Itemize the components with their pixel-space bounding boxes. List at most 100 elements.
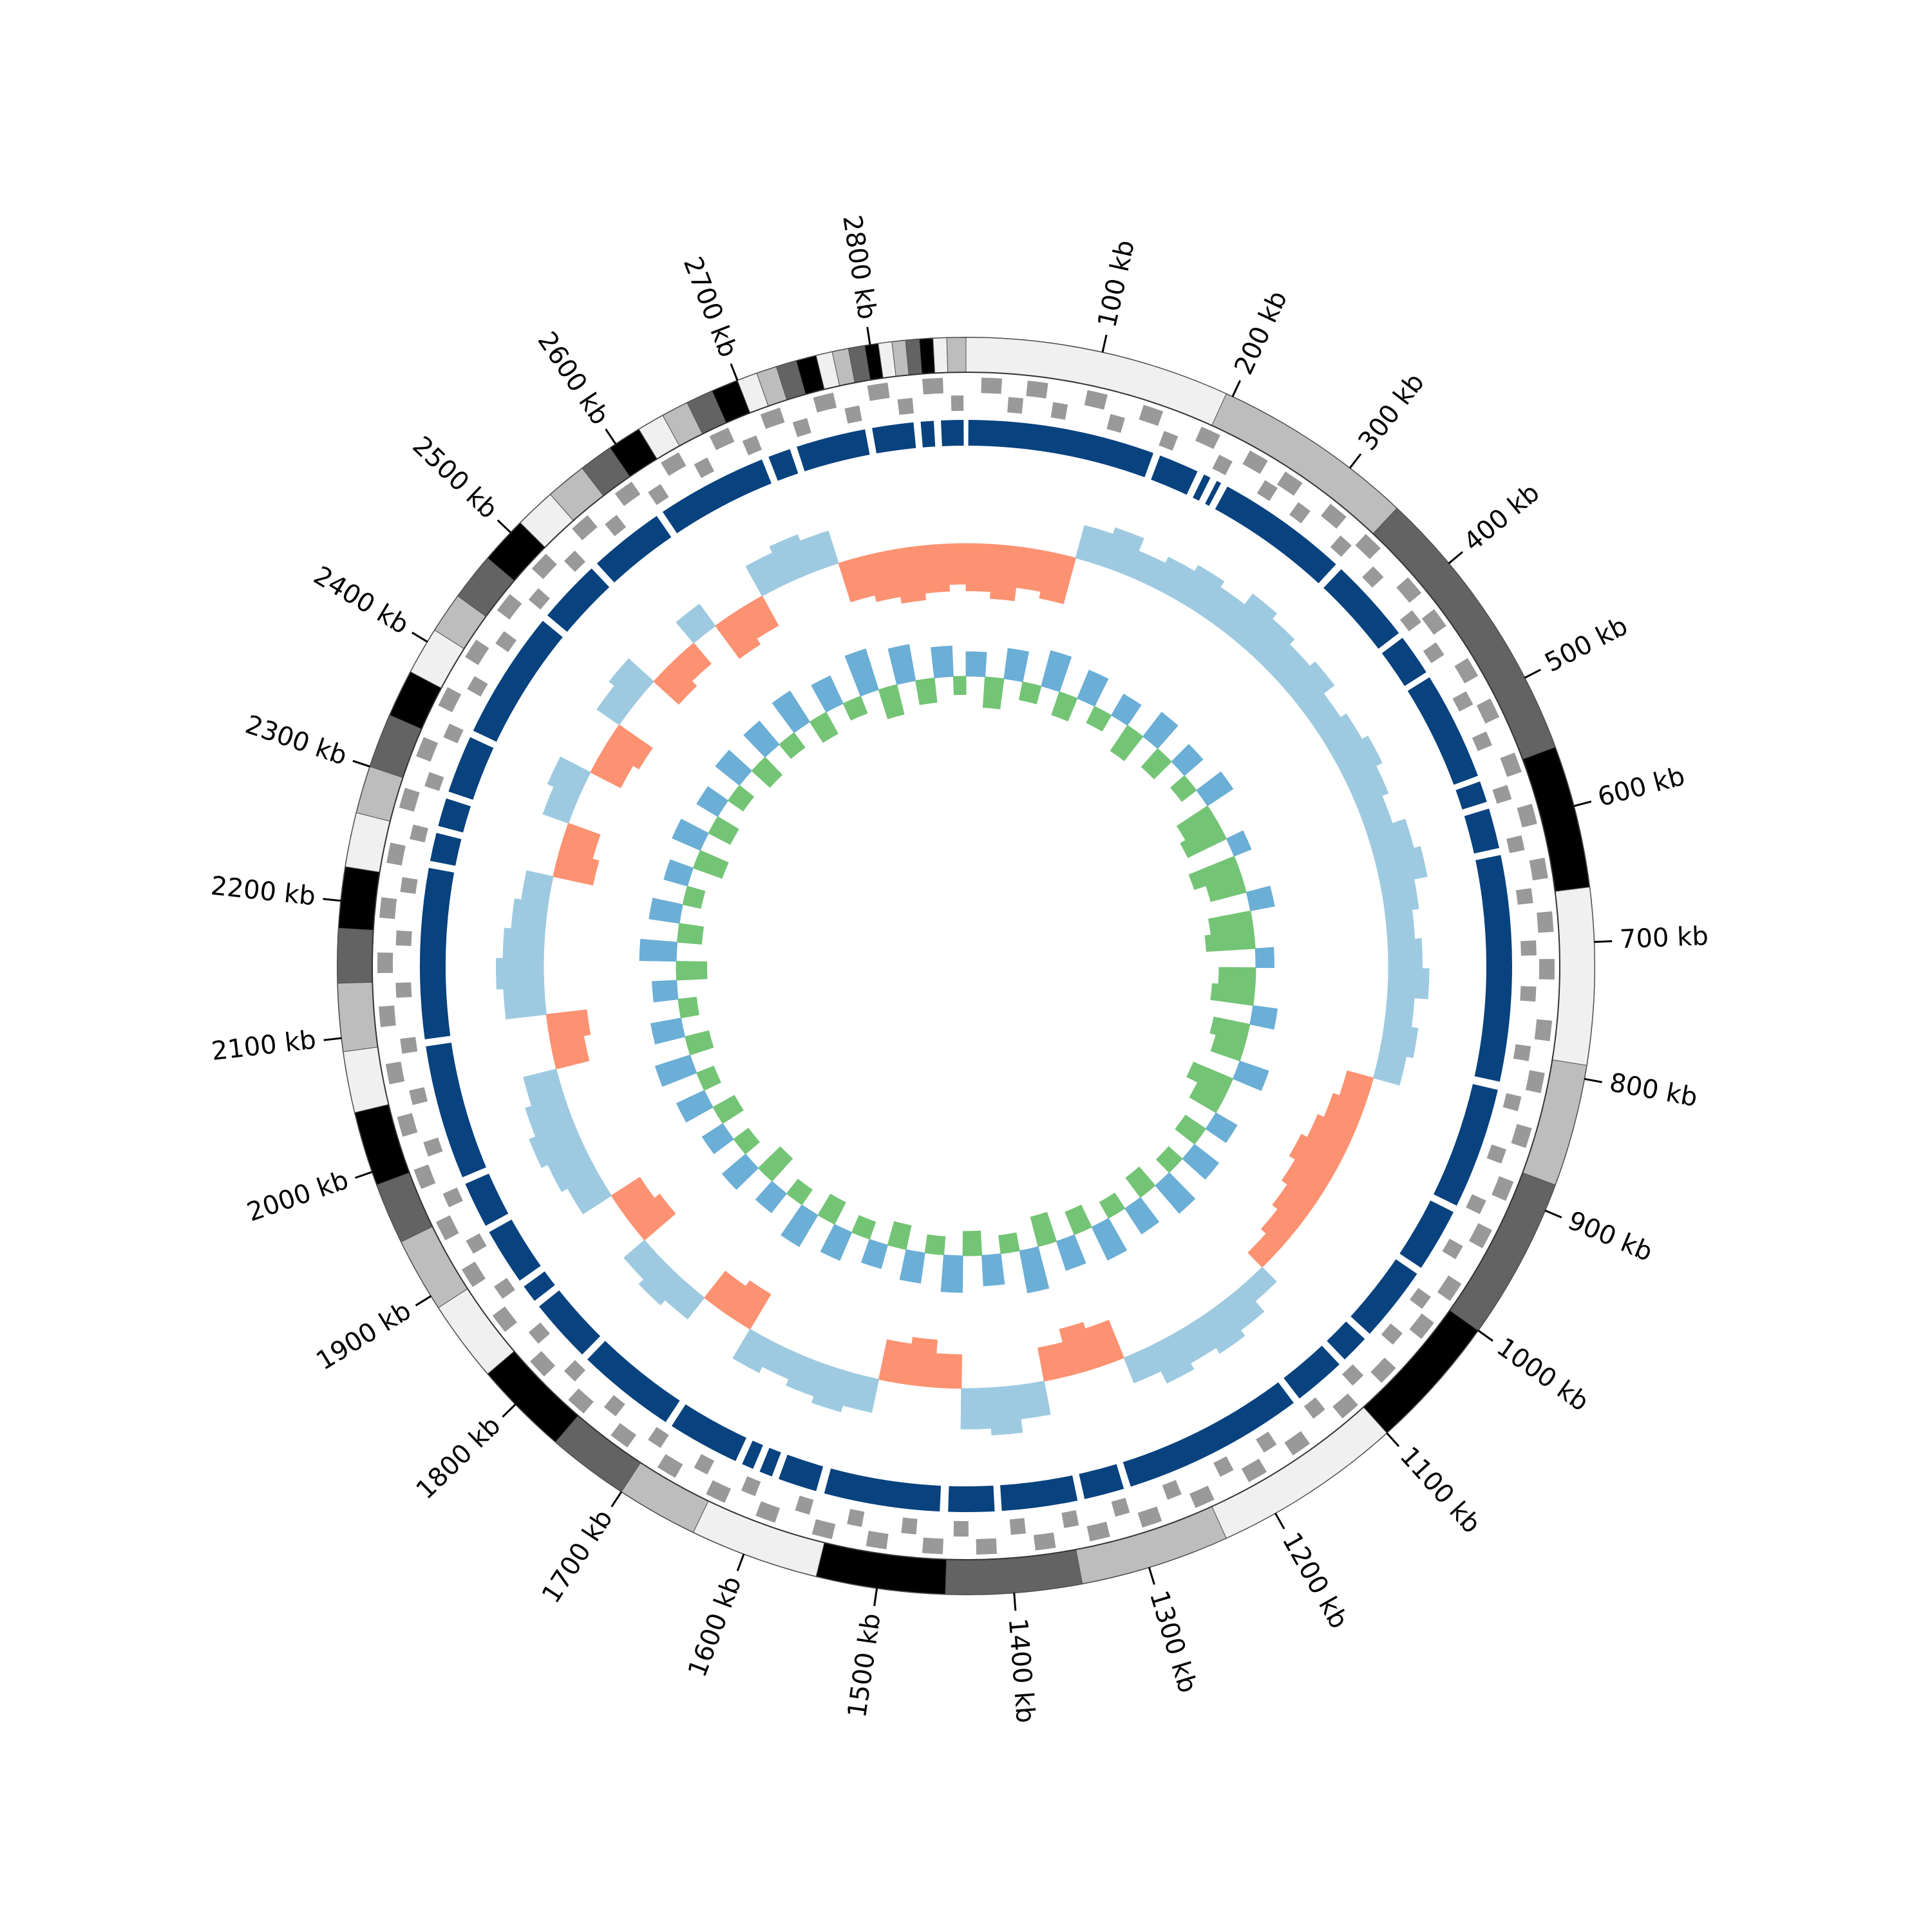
gene xyxy=(1009,1518,1026,1535)
gene xyxy=(1539,958,1555,980)
gc-content-bar xyxy=(887,1221,912,1250)
gene xyxy=(1289,502,1311,524)
gene xyxy=(1370,1357,1396,1383)
tick-label: 2700 kb xyxy=(677,253,743,362)
gc-content-bar xyxy=(1180,821,1227,858)
gene xyxy=(1409,1313,1434,1340)
gc-content-bar xyxy=(1110,724,1144,761)
gene xyxy=(614,481,641,506)
gc-content-bar xyxy=(654,1054,697,1087)
gc-content-bar xyxy=(1249,1005,1278,1030)
gene xyxy=(953,1520,969,1537)
gene xyxy=(1517,804,1537,828)
alignment-block xyxy=(596,516,672,583)
gene xyxy=(1195,426,1220,450)
gc-skew-bar xyxy=(603,724,653,770)
tick-mark xyxy=(730,363,739,381)
gc-skew-bar xyxy=(737,595,779,639)
gc-content-bar xyxy=(1210,1034,1246,1062)
gc-skew-bar xyxy=(1037,1341,1072,1382)
gc-skew-bar xyxy=(672,642,712,682)
gc-skew-bar xyxy=(1387,968,1430,999)
tick-mark xyxy=(323,1037,342,1041)
gc-content-bar xyxy=(915,677,938,705)
tick-mark xyxy=(323,898,341,902)
tick-label: 1600 kb xyxy=(683,1573,748,1681)
gene xyxy=(1341,1364,1364,1386)
gc-skew-bar xyxy=(905,1337,938,1388)
gc-content-bar xyxy=(1065,1204,1092,1236)
gene xyxy=(1050,402,1068,420)
gc-skew-bar xyxy=(704,1271,746,1315)
gc-skew-bar xyxy=(1016,1381,1051,1419)
gene xyxy=(706,1480,732,1503)
alignment-block xyxy=(1000,1475,1078,1511)
gc-content-bar xyxy=(1186,1061,1234,1097)
gene xyxy=(1256,480,1278,502)
gene xyxy=(792,418,811,437)
gc-content-bar xyxy=(1051,691,1078,722)
gc-content-bar xyxy=(692,849,729,879)
gene xyxy=(416,737,439,762)
tick-label: 1000 kb xyxy=(1492,1332,1595,1417)
gc-content-bar xyxy=(696,1065,721,1091)
tick-mark xyxy=(352,759,370,768)
gene xyxy=(1106,413,1125,433)
alignment-block xyxy=(797,429,870,471)
alignment-block xyxy=(587,1341,680,1423)
gc-content-bar xyxy=(851,1215,876,1240)
gene xyxy=(795,1495,814,1515)
gc-content-bar xyxy=(1142,712,1179,750)
gc-content-bar xyxy=(1124,1197,1160,1235)
gene xyxy=(657,1454,683,1478)
gc-content-bar xyxy=(1205,1112,1238,1143)
alignment-block xyxy=(759,1448,781,1477)
gene xyxy=(1303,1397,1325,1419)
gene xyxy=(1525,1070,1545,1094)
gc-content-bar xyxy=(820,1224,853,1261)
alignment-block xyxy=(1151,455,1198,495)
gene xyxy=(494,1278,515,1299)
gc-skew-bar xyxy=(960,1387,992,1430)
contig-band xyxy=(337,927,374,984)
gc-skew-bar xyxy=(511,898,549,932)
alignment-block xyxy=(438,798,471,833)
gene xyxy=(1362,566,1384,588)
gc-content-bar xyxy=(708,816,739,845)
gene xyxy=(922,377,943,395)
gc-content-bar xyxy=(878,684,905,719)
gc-content-bar xyxy=(684,1030,714,1056)
gene xyxy=(461,1261,486,1287)
gc-skew-bar xyxy=(1387,938,1423,969)
gc-skew-bar xyxy=(1372,1050,1407,1086)
gene xyxy=(413,1164,436,1189)
gene xyxy=(1162,1480,1182,1500)
gene xyxy=(741,1476,761,1497)
gc-skew-bar xyxy=(676,603,716,644)
gene xyxy=(438,687,462,712)
gc-content-bar xyxy=(786,1179,813,1206)
gc-content-bar xyxy=(1209,1016,1251,1043)
gene xyxy=(379,897,397,920)
alignment-block xyxy=(1434,1084,1498,1206)
gene xyxy=(1026,381,1048,399)
gene xyxy=(1537,911,1554,933)
gc-skew-bar xyxy=(965,543,994,592)
gc-content-bar xyxy=(677,996,699,1019)
gc-skew-bar xyxy=(1385,909,1416,942)
gc-content-bar xyxy=(1255,947,1274,969)
tick-label: 2800 kb xyxy=(837,213,882,321)
alignment-block xyxy=(968,420,1154,478)
gene xyxy=(379,1005,396,1027)
gc-content-bar xyxy=(842,696,868,721)
gc-content-bar xyxy=(701,1122,734,1155)
tick-mark xyxy=(1584,1077,1602,1083)
tick-mark xyxy=(412,631,428,643)
tick-label: 2300 kb xyxy=(242,710,350,771)
gc-skew-bar xyxy=(1059,1321,1099,1376)
tick-label: 800 kb xyxy=(1607,1068,1700,1113)
gc-content-bar xyxy=(998,1232,1020,1255)
gc-content-bar xyxy=(1170,775,1197,802)
gc-content-bar xyxy=(1041,650,1072,692)
gc-content-bar xyxy=(811,675,844,713)
